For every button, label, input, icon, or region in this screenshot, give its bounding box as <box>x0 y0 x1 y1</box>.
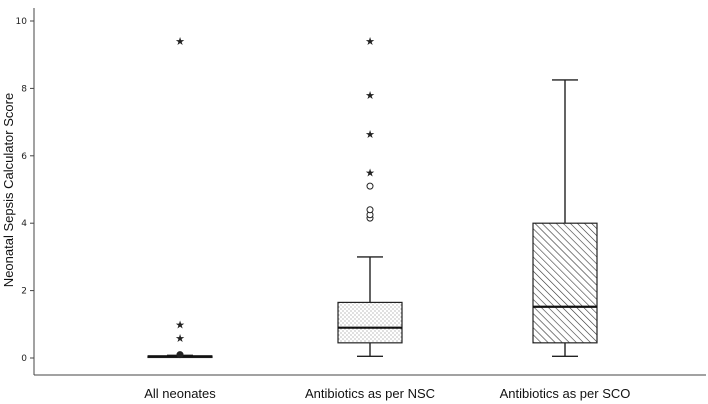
y-tick-label: 2 <box>21 287 27 297</box>
category-label: Antibiotics as per SCO <box>500 386 631 401</box>
outlier-star: ★ <box>175 332 185 345</box>
category-label: Antibiotics as per NSC <box>305 386 435 401</box>
y-tick-label: 6 <box>21 152 27 162</box>
outlier-star: ★ <box>365 89 375 102</box>
y-tick-label: 8 <box>21 84 27 94</box>
box-group <box>532 79 598 358</box>
category-labels: All neonates Antibiotics as per NSC Antibi… <box>144 386 630 401</box>
y-axis-title: Neonatal Sepsis Calculator Score <box>1 93 16 287</box>
boxes: ★★★★★★★ <box>147 35 598 359</box>
y-tick-label: 10 <box>16 17 28 27</box>
outlier-circle <box>366 206 374 214</box>
box-iqr <box>337 301 403 344</box>
y-tick-label: 0 <box>21 354 27 364</box>
outlier-star: ★ <box>365 35 375 48</box>
box-group: ★★★ <box>147 35 213 359</box>
outlier-circle <box>176 351 184 359</box>
outlier-star: ★ <box>365 128 375 141</box>
outlier-star: ★ <box>365 167 375 180</box>
box-iqr <box>532 222 598 344</box>
outlier-circle <box>366 182 374 190</box>
box-group: ★ ★ ★ ★ <box>337 35 403 358</box>
outlier-star: ★ <box>175 35 185 48</box>
category-label: All neonates <box>144 386 216 401</box>
y-ticks: 0 2 4 6 8 10 <box>16 17 34 364</box>
outlier-star: ★ <box>175 318 185 331</box>
y-tick-label: 4 <box>21 219 27 229</box>
axes <box>33 8 706 376</box>
